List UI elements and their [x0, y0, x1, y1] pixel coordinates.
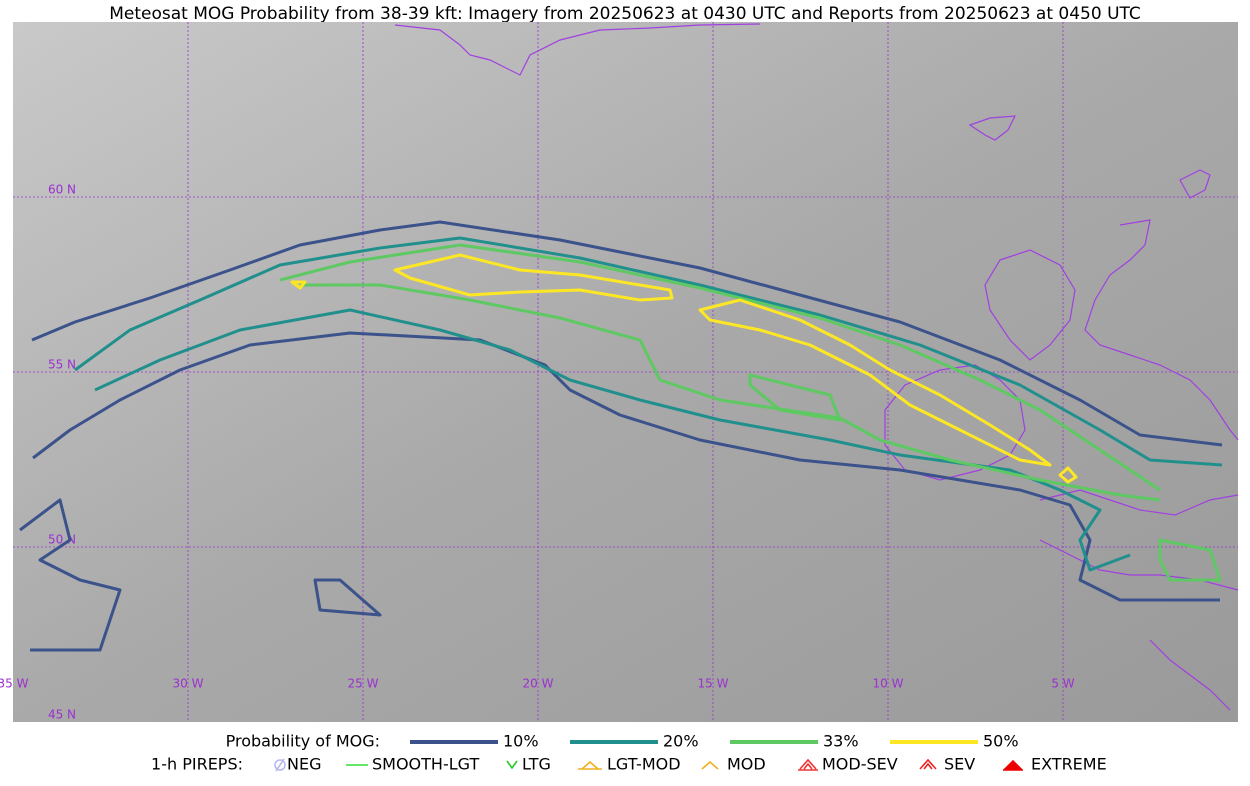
legend-item: EXTREME	[1031, 755, 1107, 774]
lon-label: 15 W	[698, 677, 729, 691]
legend-icon	[919, 758, 937, 770]
title: Meteosat MOG Probability from 38-39 kft:…	[109, 4, 1141, 24]
lat-label: 55 N	[48, 358, 76, 372]
coastlines	[394, 23, 1239, 711]
legend-item: MOD-SEV	[822, 755, 898, 774]
legend-icon	[1003, 759, 1023, 771]
lon-label: 30 W	[173, 677, 204, 691]
lat-label: 45 N	[48, 708, 76, 722]
lon-label: 10 W	[873, 677, 904, 691]
lon-label: 20 W	[523, 677, 554, 691]
lat-label: 60 N	[48, 183, 76, 197]
legend-item: 20%	[663, 732, 699, 751]
legend-icon	[506, 760, 518, 770]
legend-item: NEG	[287, 755, 321, 774]
legend-icon	[578, 760, 602, 770]
legend-label: 1-h PIREPS:	[151, 755, 243, 774]
legend-item: MOD	[727, 755, 766, 774]
legend-item: SEV	[944, 755, 975, 774]
legend-item: SMOOTH-LGT	[372, 755, 479, 774]
legend: Probability of MOG: 10% 20% 33% 50% 1-h PIREP…	[151, 732, 1107, 774]
probability-contours	[19, 220, 1223, 652]
legend-label: Probability of MOG:	[226, 732, 380, 751]
lon-label: 35 W	[0, 677, 29, 691]
legend-item: 33%	[823, 732, 859, 751]
legend-item: 50%	[983, 732, 1019, 751]
legend-item: LGT-MOD	[607, 755, 681, 774]
legend-icon	[701, 760, 719, 770]
legend-icon	[274, 758, 286, 772]
legend-item: LTG	[522, 755, 551, 774]
legend-icon	[798, 758, 818, 771]
lon-label: 5 W	[1051, 677, 1074, 691]
legend-item: 10%	[503, 732, 539, 751]
lon-label: 25 W	[348, 677, 379, 691]
